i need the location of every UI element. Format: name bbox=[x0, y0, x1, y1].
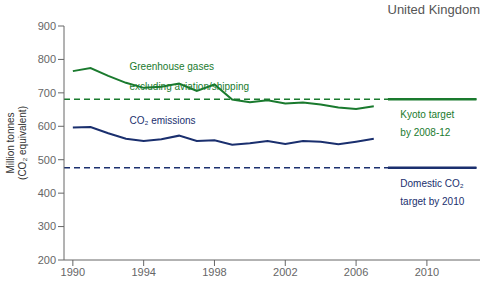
svg-text:500: 500 bbox=[38, 154, 56, 166]
svg-text:800: 800 bbox=[38, 53, 56, 65]
svg-text:Million tonnes: Million tonnes bbox=[8, 112, 16, 173]
svg-text:2006: 2006 bbox=[344, 266, 368, 278]
svg-text:Kyoto target: Kyoto target bbox=[400, 109, 454, 120]
svg-text:Greenhouse gases: Greenhouse gases bbox=[129, 61, 214, 72]
svg-text:2010: 2010 bbox=[415, 266, 439, 278]
svg-text:Domestic CO₂: Domestic CO₂ bbox=[400, 178, 463, 189]
svg-text:400: 400 bbox=[38, 187, 56, 199]
svg-text:900: 900 bbox=[38, 20, 56, 32]
svg-text:target by 2010: target by 2010 bbox=[400, 196, 464, 207]
svg-text:excluding aviation/shipping: excluding aviation/shipping bbox=[129, 81, 249, 92]
svg-text:by 2008-12: by 2008-12 bbox=[400, 127, 450, 138]
svg-text:600: 600 bbox=[38, 120, 56, 132]
html-text:United Kingdom: United Kingdom bbox=[387, 2, 480, 17]
svg-text:1990: 1990 bbox=[61, 266, 85, 278]
svg-text:2002: 2002 bbox=[273, 266, 297, 278]
svg-text:300: 300 bbox=[38, 220, 56, 232]
svg-text:(CO₂ equivalent): (CO₂ equivalent) bbox=[17, 106, 28, 180]
svg-text:200: 200 bbox=[38, 254, 56, 266]
svg-text:700: 700 bbox=[38, 87, 56, 99]
svg-text:1994: 1994 bbox=[131, 266, 155, 278]
svg-text:1998: 1998 bbox=[202, 266, 226, 278]
svg-text:CO₂ emissions: CO₂ emissions bbox=[129, 115, 195, 126]
